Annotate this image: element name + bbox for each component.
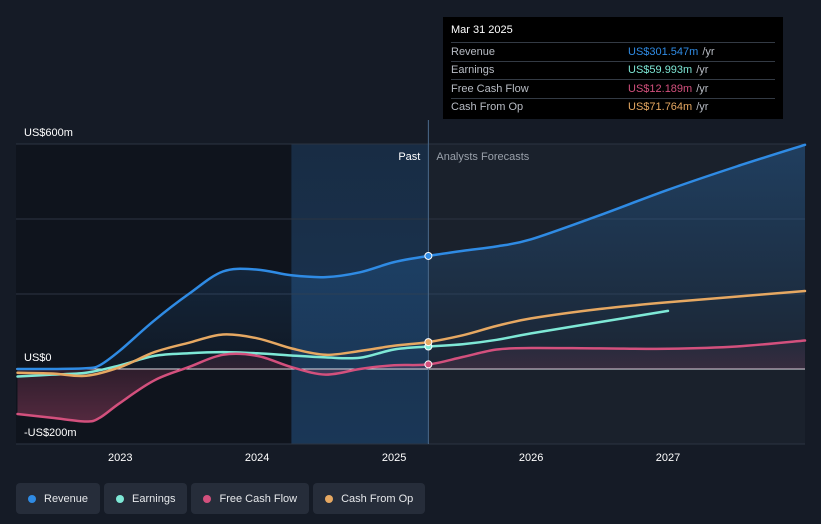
legend-label: Cash From Op <box>341 492 414 505</box>
x-tick-label: 2023 <box>108 452 132 464</box>
tooltip-row-value: US$301.547m <box>628 45 699 58</box>
free-cash-flow-marker <box>424 360 433 369</box>
free-cash-flow-line <box>16 339 807 423</box>
x-tick-label: 2025 <box>382 452 406 464</box>
legend-label: Free Cash Flow <box>219 492 298 505</box>
legend-dot-icon <box>203 494 212 503</box>
legend-label: Revenue <box>44 492 89 505</box>
cash-from-op-marker <box>424 338 433 347</box>
legend-dot-icon <box>28 494 36 503</box>
tooltip-row-unit: /yr <box>702 45 715 58</box>
legend-dot-icon <box>325 494 334 503</box>
tooltip-row-free-cash-flow: Free Cash Flow US$12.189m /yr <box>451 79 775 98</box>
tooltip-row-value: US$71.764m <box>628 101 693 114</box>
tooltip-row-unit: /yr <box>696 82 709 95</box>
tooltip-row-label: Earnings <box>451 64 495 77</box>
chart: Past Analysts Forecasts US$600m US$0 -US$2… <box>16 120 807 464</box>
legend-dot-icon <box>116 494 125 503</box>
analysts-forecasts-label: Analysts Forecasts <box>436 151 529 163</box>
tooltip-row-value: US$12.189m <box>628 82 693 95</box>
earnings-line <box>16 309 670 378</box>
legend-item-earnings[interactable]: Earnings <box>104 483 188 514</box>
x-axis-labels: 2023 2024 2025 2026 2027 <box>108 452 680 464</box>
tooltip-row-label: Cash From Op <box>451 101 524 114</box>
revenue-area <box>17 144 805 370</box>
x-tick-label: 2027 <box>656 452 680 464</box>
x-tick-label: 2024 <box>245 452 269 464</box>
revenue-line <box>16 143 807 371</box>
x-tick-label: 2026 <box>519 452 543 464</box>
highlight-markers <box>424 251 433 369</box>
tooltip-row-earnings: Earnings US$59.993m /yr <box>451 60 775 80</box>
legend-item-free-cash-flow[interactable]: Free Cash Flow <box>191 483 310 514</box>
tooltip-row-revenue: Revenue US$301.547m /yr <box>451 42 775 61</box>
free-cash-flow-area <box>17 340 805 422</box>
y-tick-label: US$600m <box>24 127 73 139</box>
legend-label: Earnings <box>132 492 176 505</box>
series-areas <box>17 144 805 422</box>
y-tick-label: -US$200m <box>24 427 77 439</box>
tooltip-row-unit: /yr <box>696 101 709 114</box>
past-label: Past <box>398 151 420 163</box>
tooltip-row-unit: /yr <box>696 64 709 77</box>
cash-from-op-line <box>16 289 807 378</box>
series-lines <box>16 143 807 423</box>
tooltip-row-cash-from-op: Cash From Op US$71.764m /yr <box>451 97 775 117</box>
y-tick-label: US$0 <box>24 352 52 364</box>
revenue-marker <box>424 251 433 260</box>
tooltip: Mar 31 2025 Revenue US$301.547m /yr Earn… <box>443 17 783 119</box>
legend-item-cash-from-op[interactable]: Cash From Op <box>313 483 426 514</box>
legend-item-revenue[interactable]: Revenue <box>16 483 101 514</box>
legend: Revenue Earnings Free Cash Flow Cash Fro… <box>16 483 426 514</box>
y-axis-labels: US$600m US$0 -US$200m <box>24 127 77 439</box>
tooltip-row-value: US$59.993m <box>628 64 693 77</box>
tooltip-date: Mar 31 2025 <box>451 24 513 36</box>
tooltip-row-label: Free Cash Flow <box>451 82 529 95</box>
tooltip-row-label: Revenue <box>451 45 496 58</box>
